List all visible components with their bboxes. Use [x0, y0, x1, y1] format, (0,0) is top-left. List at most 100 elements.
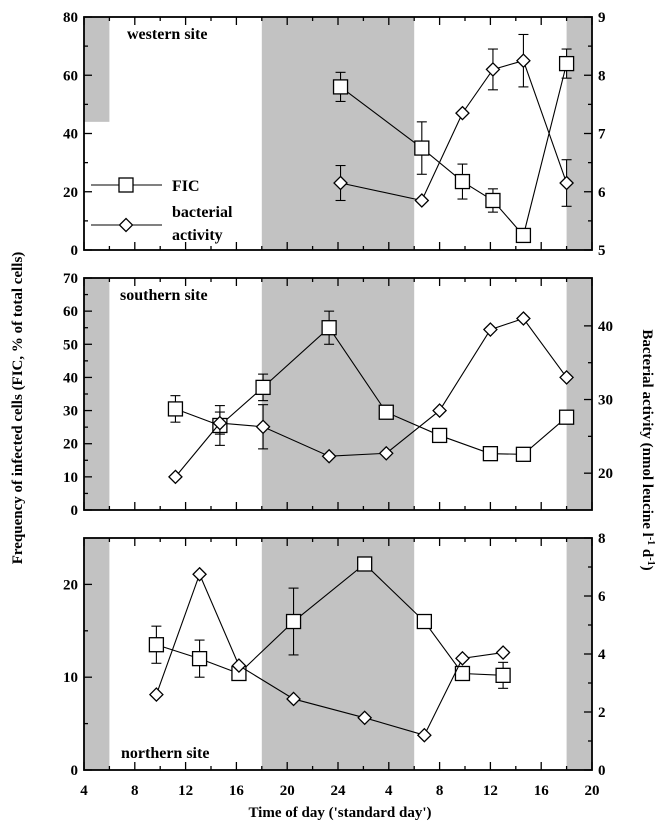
y-tick-label-right: 6 — [598, 589, 606, 605]
data-point-activity — [516, 53, 531, 69]
data-point-fic — [332, 79, 349, 95]
panel-title: southern site — [120, 287, 208, 304]
y-tick-label-right: 8 — [598, 531, 606, 547]
x-tick-label: 16 — [534, 783, 550, 799]
y-tick-label-right: 5 — [598, 243, 606, 259]
y-tick-label-left: 80 — [63, 10, 78, 26]
x-tick-label: 4 — [385, 783, 393, 799]
series-line — [340, 60, 568, 202]
y-tick-label-left: 60 — [63, 68, 78, 84]
data-point-activity — [516, 311, 531, 326]
data-point-fic — [485, 192, 501, 209]
y-tick-label-left: 0 — [71, 503, 79, 519]
panel-northern-site: 0 10 20 0 2 4 6 8 northern site — [63, 531, 606, 779]
data-point-fic — [285, 613, 302, 630]
data-point-fic — [558, 409, 575, 425]
x-tick-label: 12 — [483, 783, 498, 799]
data-point-activity — [495, 645, 511, 660]
panel-western-site: 0 20 40 60 80 5 6 7 8 9 western site — [63, 10, 606, 259]
data-point-activity — [192, 566, 207, 582]
legend-marker-fic — [118, 177, 134, 193]
data-point-activity — [148, 687, 164, 703]
x-tick-labels: 4 8 12 16 20 24 4 8 12 16 20 — [80, 783, 599, 799]
x-tick-label: 12 — [178, 783, 193, 799]
data-point-fic — [515, 227, 532, 244]
data-point-activity — [357, 710, 373, 726]
data-point-fic — [482, 446, 499, 462]
data-point-activity — [212, 415, 228, 431]
series-line — [155, 572, 504, 736]
y-tick-label-right: 40 — [598, 319, 613, 335]
data-point-activity — [455, 650, 470, 666]
y-tick-label-right: 8 — [598, 68, 606, 84]
y-axis-title-right: Bacterial activity (nmol leucine l-1 d-1… — [639, 329, 657, 570]
x-tick-label: 16 — [229, 783, 245, 799]
data-point-fic — [414, 140, 430, 156]
y-tick-label-right: 30 — [598, 393, 613, 409]
y-tick-label-right: 4 — [598, 647, 606, 663]
data-point-activity — [559, 370, 575, 385]
data-point-fic — [357, 556, 373, 572]
y-tick-label-left: 40 — [63, 370, 78, 386]
x-axis-title: Time of day ('standard day') — [248, 805, 431, 821]
data-point-fic — [167, 401, 184, 417]
y-tick-label-left: 20 — [63, 185, 78, 201]
y-tick-label-left: 10 — [63, 670, 78, 686]
data-point-activity — [255, 419, 271, 435]
plot-frame — [83, 16, 593, 251]
data-point-fic — [515, 446, 532, 462]
data-point-activity — [414, 193, 430, 208]
series-bacterial-activity — [148, 566, 511, 743]
y-tick-label-left: 50 — [63, 337, 78, 353]
night-shading — [84, 538, 110, 770]
data-point-fic — [148, 637, 165, 653]
x-tick-label: 4 — [80, 783, 88, 799]
data-point-fic — [378, 404, 394, 420]
y-tick-label-right: 20 — [598, 466, 613, 482]
panel-title: northern site — [121, 745, 209, 762]
data-point-activity — [482, 322, 498, 337]
x-tick-label: 20 — [585, 783, 600, 799]
y-tick-label-right: 6 — [598, 185, 606, 201]
night-shading — [566, 278, 592, 510]
legend-marker-activity — [118, 217, 134, 233]
data-point-activity — [455, 105, 470, 121]
legend: FIC bacterial activity — [91, 177, 233, 244]
data-point-fic — [558, 55, 575, 72]
y-tick-label-left: 10 — [63, 470, 78, 486]
night-shading — [84, 17, 110, 122]
series-FIC — [332, 48, 575, 244]
data-point-activity — [485, 62, 501, 77]
y-tick-label-right: 0 — [598, 763, 606, 779]
panel-southern-site: 0 10 20 30 40 50 60 70 20 30 40 southern site — [63, 271, 613, 519]
series-bacterial-activity — [168, 311, 575, 485]
data-point-fic — [416, 613, 433, 630]
x-tick-label: 8 — [131, 783, 139, 799]
data-point-fic — [495, 667, 511, 683]
panel-title: western site — [127, 26, 207, 43]
data-point-activity — [416, 727, 432, 743]
data-point-fic — [321, 320, 337, 336]
data-point-fic — [255, 379, 271, 396]
series-bacterial-activity — [333, 33, 575, 208]
y-tick-label-left: 0 — [71, 243, 79, 259]
y-tick-label-left: 70 — [63, 271, 78, 287]
y-tick-label-left: 40 — [63, 127, 78, 143]
y-tick-label-right: 9 — [598, 10, 606, 26]
y-tick-label-left: 60 — [63, 304, 78, 320]
y-tick-label-left: 30 — [63, 404, 78, 420]
y-tick-label-left: 20 — [63, 437, 78, 453]
series-line — [340, 63, 568, 237]
data-point-activity — [168, 469, 183, 485]
data-point-activity — [559, 175, 575, 191]
x-tick-label: 20 — [280, 783, 295, 799]
night-shading — [261, 17, 415, 250]
legend-label-activity: bacterial activity — [172, 204, 233, 244]
night-shading — [84, 278, 110, 510]
data-point-fic — [454, 173, 471, 190]
data-point-activity — [286, 691, 301, 707]
y-tick-label-right: 2 — [598, 705, 606, 721]
data-point-activity — [432, 403, 448, 418]
series-FIC — [167, 310, 575, 462]
